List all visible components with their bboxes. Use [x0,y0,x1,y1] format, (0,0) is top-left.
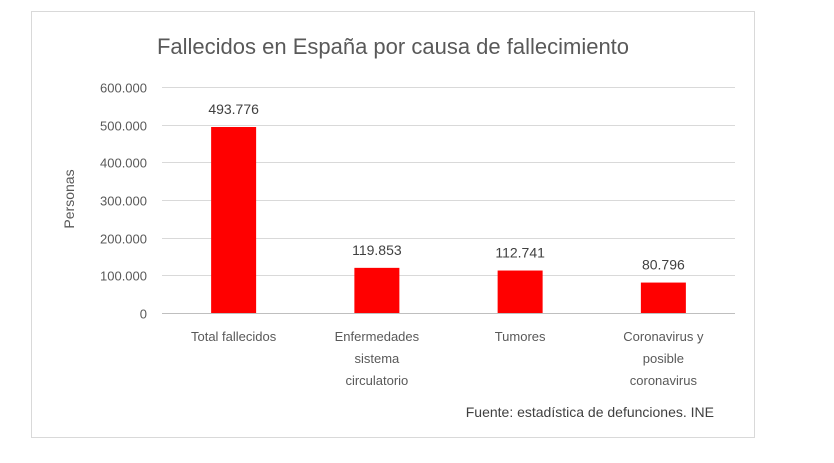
data-label: 112.741 [495,245,545,261]
bar [497,270,543,313]
y-tick-label: 300.000 [100,194,147,209]
chart-title: Fallecidos en España por causa de fallec… [157,34,629,59]
data-labels: 493.776 119.853 112.741 80.796 [208,101,685,273]
y-tick-label: 500.000 [100,119,147,134]
y-tick-label: 0 [140,307,147,322]
category-label: Total fallecidos [191,329,277,344]
y-tick-label: 600.000 [100,81,147,96]
category-label: Enfermedades sistema circulatorio [335,329,420,388]
data-label: 119.853 [352,242,402,258]
data-label: 493.776 [208,101,259,117]
bars [211,127,686,313]
y-axis-label: Personas [61,169,77,228]
y-tick-label: 200.000 [100,232,147,247]
category-label: Tumores [495,329,546,344]
bar [640,282,686,313]
bar [354,267,400,313]
y-tick-label: 400.000 [100,156,147,171]
x-axis-categories: Total fallecidos Enfermedades sistema circu… [191,329,704,388]
data-label: 80.796 [642,257,685,273]
gridlines [162,87,735,314]
y-axis-ticks: 0 100.000 200.000 300.000 400.000 500.000 600.… [100,81,147,322]
source-note: Fuente: estadística de defunciones. INE [466,404,714,420]
bar [211,127,257,313]
chart-frame [31,11,755,438]
category-label: Coronavirus y posible coronavirus [623,329,704,388]
y-tick-label: 100.000 [100,269,147,284]
